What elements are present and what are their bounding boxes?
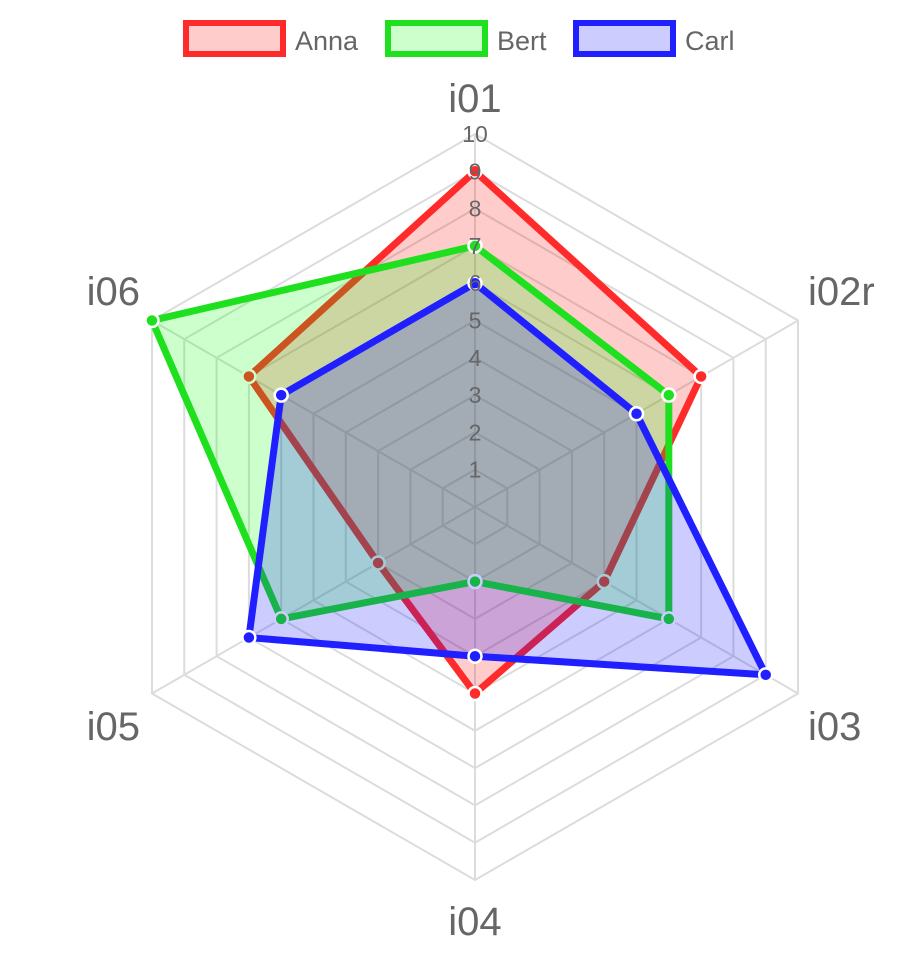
axis-label-i03: i03 xyxy=(808,705,861,749)
legend: Anna Bert Carl xyxy=(183,20,735,57)
legend-item-anna[interactable]: Anna xyxy=(183,20,359,57)
data-point-bert[interactable] xyxy=(273,611,289,627)
data-point-carl[interactable] xyxy=(241,629,257,646)
legend-item-carl[interactable]: Carl xyxy=(573,20,735,57)
legend-label-bert: Bert xyxy=(497,26,547,56)
data-point-carl[interactable] xyxy=(757,667,774,683)
radial-tick-label: 9 xyxy=(469,158,482,184)
radial-tick-label: 8 xyxy=(469,196,482,222)
legend-label-carl: Carl xyxy=(685,26,735,56)
radial-tick-label: 3 xyxy=(469,382,482,408)
axis-label-i02r: i02r xyxy=(808,270,875,314)
data-point-anna[interactable] xyxy=(370,555,386,571)
radial-tick-label: 4 xyxy=(469,345,482,371)
radial-tick-label: 10 xyxy=(462,121,488,147)
radial-tick-label: 2 xyxy=(469,419,482,445)
radial-tick-label: 1 xyxy=(469,457,482,483)
series-area-carl xyxy=(248,283,766,675)
data-point-carl[interactable] xyxy=(467,648,483,664)
data-point-carl[interactable] xyxy=(273,387,289,403)
data-point-bert[interactable] xyxy=(467,573,483,590)
data-point-bert[interactable] xyxy=(661,611,677,627)
axis-label-i04: i04 xyxy=(448,900,501,944)
legend-item-bert[interactable]: Bert xyxy=(385,20,547,57)
data-point-anna[interactable] xyxy=(596,573,612,590)
grid-spoke xyxy=(474,506,799,695)
legend-label-anna: Anna xyxy=(295,26,359,56)
data-point-bert[interactable] xyxy=(144,312,160,329)
axis-label-i05: i05 xyxy=(87,705,140,749)
radial-tick-label: 6 xyxy=(469,270,482,296)
data-point-carl[interactable] xyxy=(628,406,645,422)
data-point-anna[interactable] xyxy=(241,368,257,385)
legend-swatch-bert xyxy=(385,20,488,57)
data-point-bert[interactable] xyxy=(661,387,677,403)
axis-label-i06: i06 xyxy=(87,270,140,314)
axis-labels: i01 i02r i03 i04 i05 i06 xyxy=(87,77,875,944)
data-point-anna[interactable] xyxy=(467,163,483,180)
grid-spoke xyxy=(151,319,476,508)
series-layer xyxy=(144,163,774,702)
radial-tick-labels: 1 2 3 4 5 6 7 8 9 10 xyxy=(462,121,488,483)
data-point-anna[interactable] xyxy=(693,368,709,385)
grid-spoke xyxy=(151,506,476,695)
data-point-carl[interactable] xyxy=(467,275,483,291)
series-area-anna xyxy=(248,171,702,694)
legend-swatch-carl xyxy=(573,20,676,57)
legend-swatch-anna xyxy=(183,20,286,57)
axis-label-i01: i01 xyxy=(448,77,501,121)
data-point-anna[interactable] xyxy=(467,685,483,702)
data-point-bert[interactable] xyxy=(467,238,483,254)
radial-tick-label: 7 xyxy=(469,233,482,259)
radial-tick-label: 5 xyxy=(469,308,482,334)
